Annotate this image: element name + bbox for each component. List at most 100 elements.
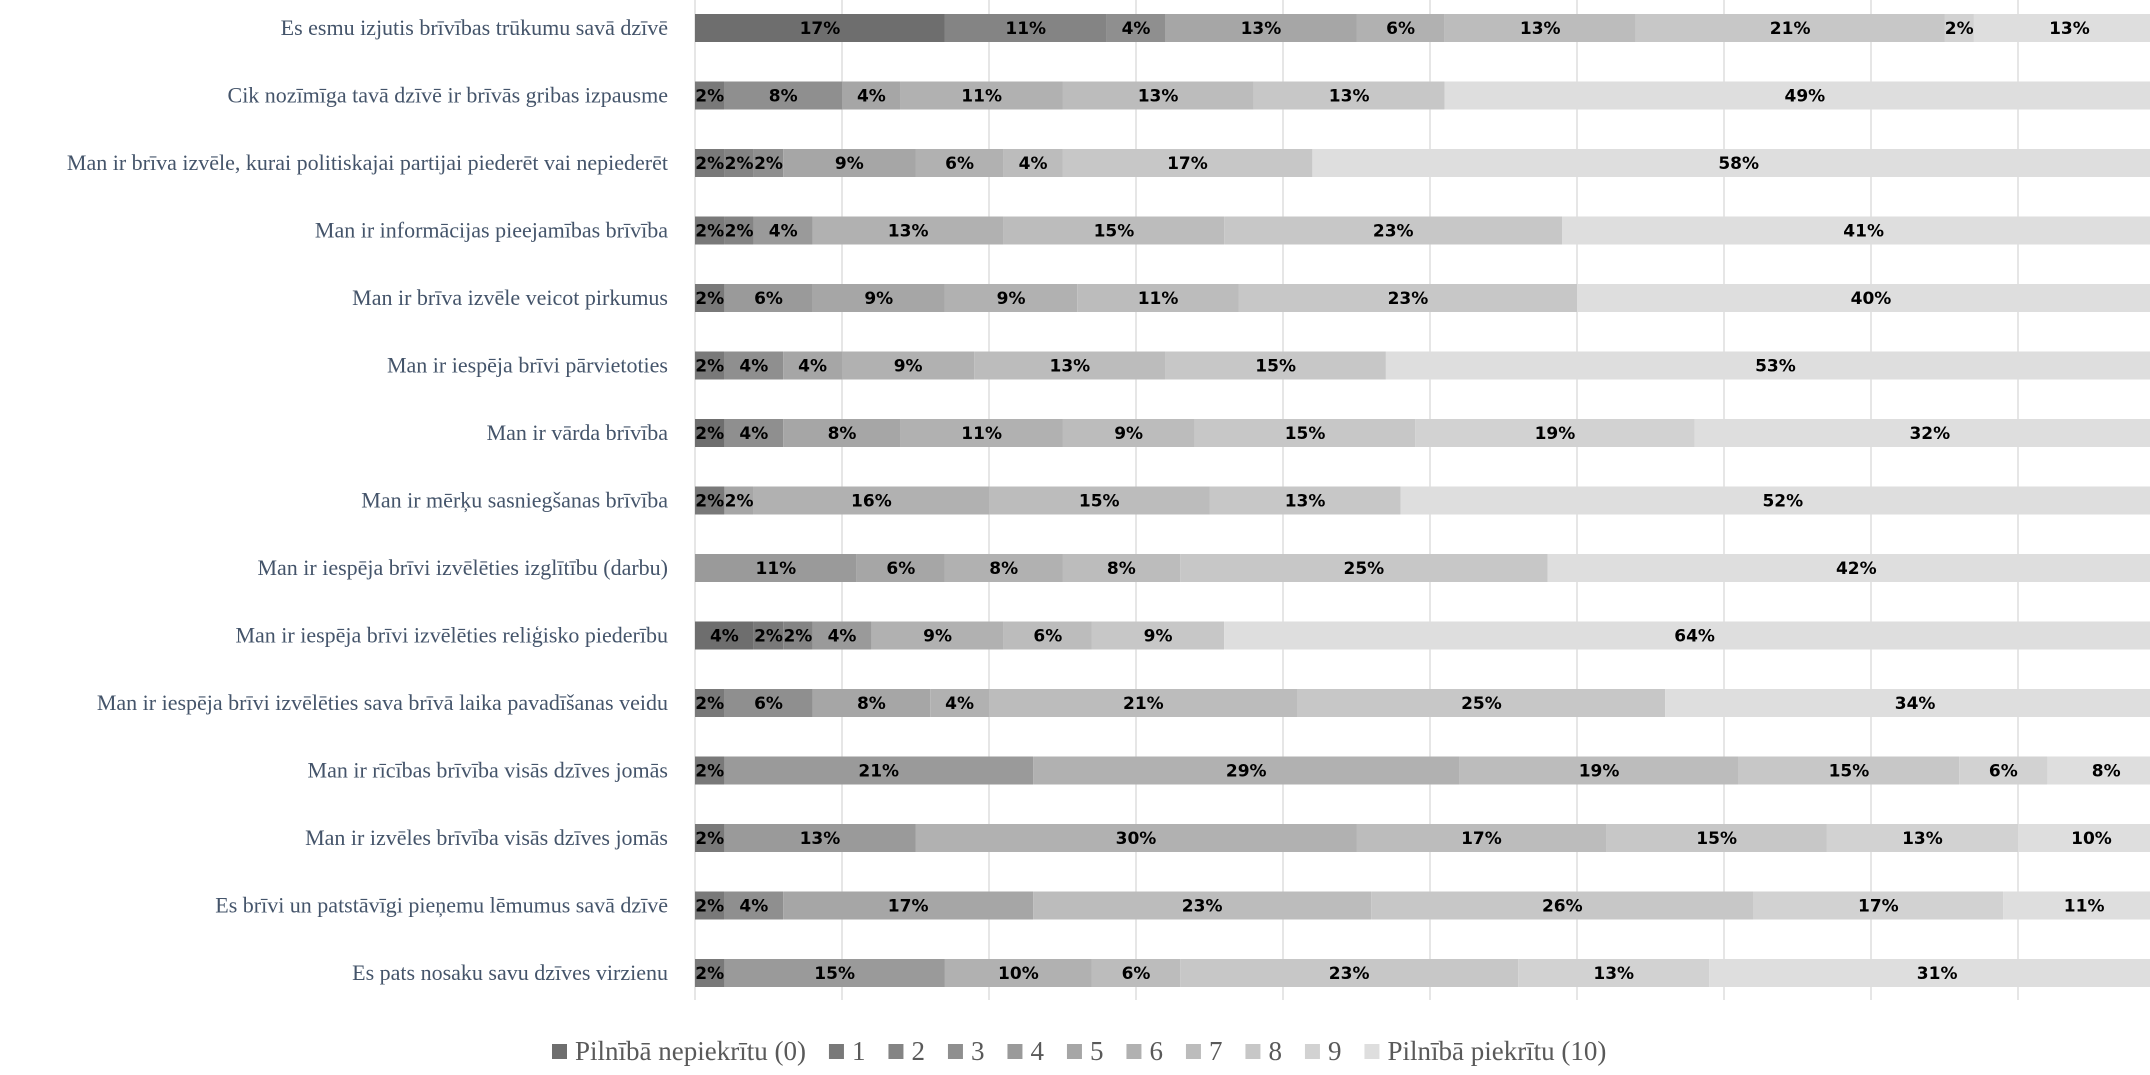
bar-segment (783, 149, 916, 177)
data-label: 4% (769, 222, 798, 242)
bar-segment (1062, 149, 1313, 177)
category-label: Man ir brīva izvēle veicot pirkumus (352, 285, 668, 310)
data-label: 4% (739, 357, 768, 377)
bar-segment (695, 284, 725, 312)
data-label: 2% (695, 694, 724, 714)
bar-segment (1312, 149, 2150, 177)
bar-segment (1709, 959, 2150, 987)
category-label: Es pats nosaku savu dzīves virzienu (352, 960, 668, 985)
data-label: 2% (783, 627, 812, 647)
bar-segment (1694, 419, 2150, 447)
legend-swatch (1185, 1044, 1201, 1059)
bar-segment (1062, 419, 1195, 447)
category-label: Man ir brīva izvēle, kurai politiskajai … (67, 150, 668, 175)
category-labels: Es esmu izjutis brīvības trūkumu savā dz… (67, 15, 668, 985)
bar-segment (1224, 621, 2150, 650)
data-label: 2% (695, 492, 724, 512)
legend-entry: 6 (1149, 1036, 1163, 1066)
bar-segment (1106, 14, 1166, 42)
data-label: 9% (835, 154, 864, 174)
bar-segment (1180, 959, 1519, 987)
data-label: 2% (725, 492, 754, 512)
data-label: 21% (1770, 19, 1811, 39)
category-label: Es brīvi un patstāvīgi pieņemu lēmumus s… (215, 893, 668, 918)
bar-segment (1180, 554, 1548, 582)
data-label: 42% (1836, 559, 1877, 579)
bar-segment (695, 824, 725, 852)
data-label: 16% (851, 492, 892, 512)
data-label: 9% (1144, 627, 1173, 647)
bar-segment (1944, 14, 1974, 42)
data-label: 17% (1167, 154, 1208, 174)
bar-segment (724, 891, 784, 920)
data-label: 6% (1386, 19, 1415, 39)
bar-segment (1033, 891, 1372, 920)
bar-segment (724, 149, 754, 177)
bar-segment (1444, 14, 1636, 42)
data-label: 2% (695, 762, 724, 782)
bar-segment (724, 216, 754, 245)
data-label: 13% (800, 829, 841, 849)
legend-swatch (1126, 1044, 1142, 1059)
data-label: 23% (1329, 964, 1370, 984)
data-label: 4% (857, 87, 886, 107)
data-label: 2% (754, 154, 783, 174)
bar-segment (695, 81, 725, 110)
data-label: 4% (945, 694, 974, 714)
bar-segment (944, 14, 1107, 42)
data-label: 53% (1755, 357, 1796, 377)
bar-segment (695, 891, 725, 920)
data-label: 2% (695, 357, 724, 377)
bar-segment (1606, 824, 1827, 852)
bar-segment (783, 351, 842, 380)
bar-segment (1209, 486, 1401, 515)
bar-segment (1415, 419, 1695, 447)
bar-segment (753, 621, 784, 650)
bar-segment (1194, 419, 1416, 447)
bar-segment (1444, 81, 2150, 110)
data-label: 15% (1285, 424, 1326, 444)
data-label: 13% (1285, 492, 1326, 512)
data-label: 21% (1123, 694, 1164, 714)
data-label: 15% (814, 964, 855, 984)
category-label: Man ir vārda brīvība (487, 420, 669, 445)
data-label: 6% (886, 559, 915, 579)
bar-segment (724, 81, 842, 110)
bar-segment (1165, 351, 1386, 380)
data-label: 6% (945, 154, 974, 174)
bar-segment (812, 284, 945, 312)
category-label: Man ir informācijas pieejamības brīvība (315, 218, 668, 243)
bar-segment (783, 419, 901, 447)
bar-segment (1826, 824, 2018, 852)
legend-swatch (1007, 1044, 1023, 1059)
data-label: 6% (754, 694, 783, 714)
bar-segment (2003, 891, 2150, 920)
bar-segment (812, 689, 931, 717)
category-label: Man ir iespēja brīvi pārvietoties (387, 353, 668, 378)
data-label: 4% (798, 357, 827, 377)
legend-entry: 7 (1209, 1036, 1223, 1066)
bar-segment (1356, 14, 1445, 42)
data-label: 2% (725, 222, 754, 242)
bar-segment (842, 81, 901, 110)
legend-entry: 8 (1268, 1036, 1282, 1066)
data-label: 2% (695, 87, 724, 107)
data-label: 9% (864, 289, 893, 309)
legend-swatch (888, 1044, 904, 1059)
legend-entry: 2 (911, 1036, 925, 1066)
data-label: 4% (710, 627, 739, 647)
legend-entry: Pilnībā piekrītu (10) (1387, 1036, 1606, 1066)
bar-segment (944, 959, 1092, 987)
data-label: 30% (1116, 829, 1157, 849)
data-label: 9% (894, 357, 923, 377)
legend-entry: 3 (971, 1036, 985, 1066)
data-label: 8% (1107, 559, 1136, 579)
data-label: 17% (1858, 897, 1899, 917)
bar-segment (724, 284, 813, 312)
bar-segment (753, 486, 989, 515)
legend-entry: 5 (1090, 1036, 1104, 1066)
bar-segment (1062, 554, 1181, 582)
bar-segment (915, 824, 1357, 852)
data-label: 15% (1079, 492, 1120, 512)
bar-segment (1091, 959, 1181, 987)
